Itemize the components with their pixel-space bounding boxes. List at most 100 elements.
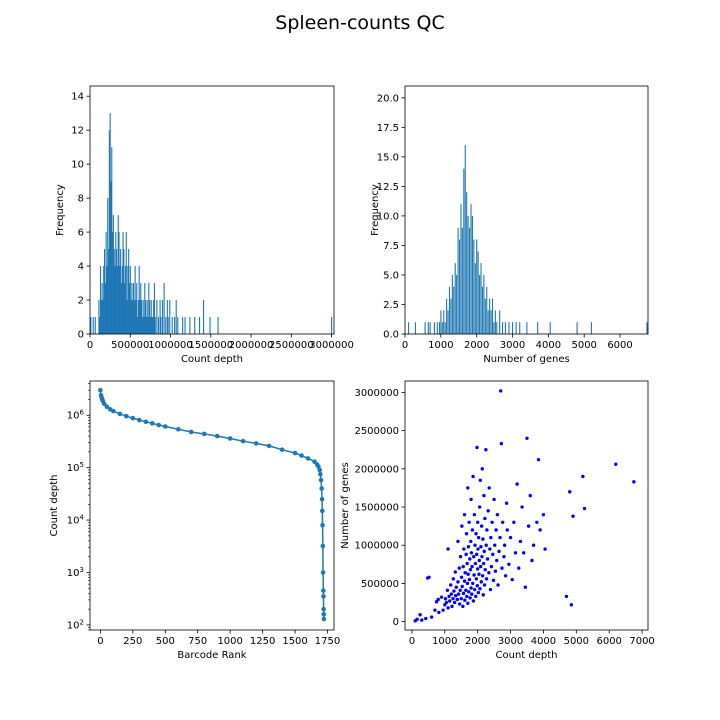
histogram-bar <box>128 249 130 334</box>
figure-title: Spleen-counts QC <box>275 12 444 34</box>
x-tick-label: 4000 <box>531 636 556 647</box>
scatter-point <box>437 610 441 615</box>
histogram-bar <box>508 322 510 334</box>
histogram-bar <box>438 322 440 334</box>
scatter-point <box>488 587 493 592</box>
histogram-bar <box>127 266 129 334</box>
scatter-point <box>481 593 485 597</box>
knee-point <box>162 424 168 429</box>
panel-2: 0 1000 2000 3000 4000 5000 6000 0.0 2.5 5.0 7.5 10.… <box>370 85 649 365</box>
histogram-bar <box>174 317 176 334</box>
x-tick-label: 1000000 <box>148 340 193 351</box>
x-tick-label: 3000000 <box>309 340 354 351</box>
scatter-point <box>530 558 534 563</box>
panel-4: 0 1000 2000 3000 4000 5000 6000 7000 0 500000 1000… <box>340 380 655 661</box>
y-tick-label: 7.5 <box>383 241 399 252</box>
knee-point <box>318 471 323 477</box>
y-tick-label: 3000000 <box>354 388 399 399</box>
histogram-bar <box>133 300 135 334</box>
scatter-point <box>475 520 480 524</box>
scatter-point <box>420 618 424 622</box>
scatter-point <box>497 549 501 554</box>
scatter-point <box>485 528 489 532</box>
histogram-bar <box>194 317 196 334</box>
scatter-point <box>456 539 460 544</box>
histogram-bar <box>447 310 449 334</box>
histogram-bar <box>171 317 173 334</box>
histogram-bar <box>120 283 122 334</box>
scatter-point <box>495 512 500 517</box>
histogram-bar <box>129 266 131 334</box>
histogram-bar <box>105 232 107 334</box>
histogram-bar <box>331 317 333 334</box>
scatter-point <box>510 577 514 582</box>
axes-frame <box>89 380 335 631</box>
histogram-bar <box>126 300 128 334</box>
x-tick-label: 1500 <box>282 636 307 647</box>
histogram-bar <box>146 300 148 334</box>
scatter-point <box>472 554 476 559</box>
histogram-bar <box>504 322 506 334</box>
knee-point <box>321 588 326 593</box>
histogram-bar <box>512 322 514 334</box>
knee-point <box>320 543 326 549</box>
histogram-bar <box>427 322 429 334</box>
histogram-bar <box>189 317 191 334</box>
scatter-point <box>512 520 516 524</box>
histogram-bar <box>489 298 491 334</box>
histogram-bar <box>112 232 114 334</box>
scatter-point <box>469 551 474 555</box>
histogram-bar <box>217 317 219 334</box>
histogram-bar <box>519 322 521 334</box>
scatter-point <box>461 564 465 569</box>
scatter-point <box>581 474 585 479</box>
y-tick-label: 12 <box>71 126 84 137</box>
x-tick-label: 1500000 <box>189 340 234 351</box>
scatter-point <box>457 602 462 606</box>
histogram-bar <box>108 249 110 334</box>
x-tick-label: 500 <box>156 636 175 647</box>
x-tick-label: 5000 <box>571 340 596 351</box>
scatter-point <box>493 569 498 573</box>
marks <box>408 145 648 334</box>
scatter-point <box>484 543 488 547</box>
knee-point <box>321 594 326 599</box>
histogram-bar <box>119 266 121 334</box>
histogram-bar <box>481 286 484 334</box>
scatter-point <box>473 561 478 566</box>
scatter-point <box>484 577 489 581</box>
y-tick-label: 17.5 <box>377 123 399 134</box>
scatter-point <box>463 598 467 602</box>
y-tick-label: 0.0 <box>383 330 399 341</box>
histogram-bar <box>136 283 138 334</box>
histogram-bar <box>118 232 120 334</box>
histogram-bar <box>167 317 169 334</box>
histogram-bar <box>100 300 102 334</box>
histogram-bar <box>450 298 452 334</box>
scatter-point <box>443 596 448 601</box>
scatter-point <box>475 445 479 450</box>
histogram-bar <box>165 317 167 334</box>
y-tick-label: 6 <box>78 228 84 239</box>
knee-point <box>175 426 181 432</box>
scatter-point <box>517 566 521 570</box>
scatter-point <box>472 573 476 577</box>
scatter-point <box>429 615 434 619</box>
histogram-bar <box>451 274 453 334</box>
knee-point <box>98 387 103 393</box>
scatter-point <box>471 581 475 586</box>
scatter-point <box>460 524 464 528</box>
panels: 0 500000100000015000002000000250000030000… <box>49 85 655 661</box>
histogram-bar <box>161 300 164 334</box>
histogram-bar <box>120 249 122 334</box>
histogram-bar <box>157 317 160 334</box>
histogram-bar <box>145 317 147 334</box>
knee-line <box>99 390 325 619</box>
scatter-point <box>503 574 508 578</box>
scatter-point <box>487 571 491 575</box>
scatter-point <box>541 512 546 517</box>
histogram-bar <box>470 204 472 334</box>
histogram-bar <box>464 145 466 334</box>
histogram-bar <box>479 274 481 334</box>
histogram-bar <box>103 249 106 334</box>
